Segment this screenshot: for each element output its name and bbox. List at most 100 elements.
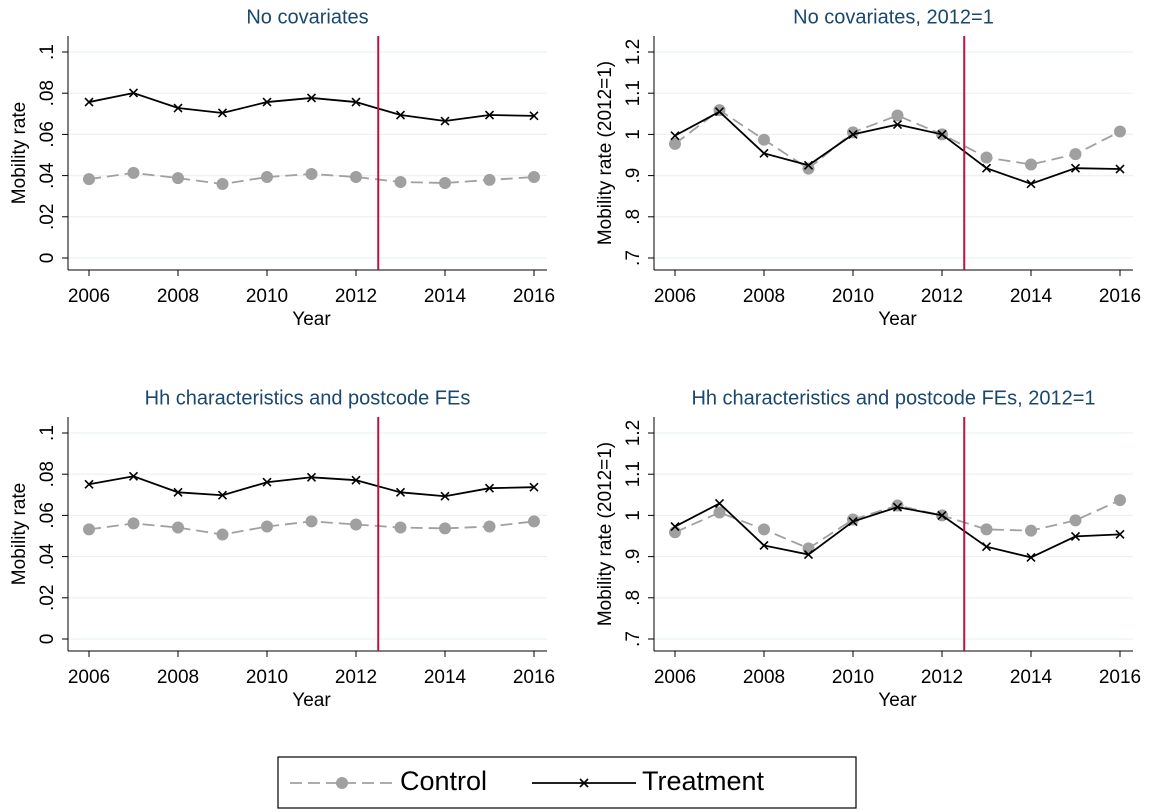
x-tick-label: 2010 [246, 667, 288, 688]
marker [758, 523, 770, 536]
marker [891, 499, 904, 512]
y-tick-label: 1 [623, 510, 644, 521]
x-tick-label: 2016 [513, 667, 555, 688]
x-tick-label: 2008 [743, 286, 785, 307]
marker [440, 491, 450, 501]
marker [669, 526, 681, 539]
marker [1115, 164, 1125, 174]
marker [802, 542, 815, 555]
x-tick-label: 2008 [157, 667, 199, 688]
y-tick-label: 1 [623, 129, 644, 140]
x-tick-label: 2014 [1010, 286, 1053, 307]
marker [394, 521, 407, 534]
marker [528, 515, 540, 528]
marker [483, 520, 496, 533]
marker [937, 129, 947, 139]
marker [1069, 514, 1082, 527]
marker [350, 518, 362, 531]
marker [484, 110, 495, 120]
x-tick-label: 2006 [68, 286, 110, 307]
x-tick-label: 2012 [921, 667, 963, 688]
marker [84, 97, 94, 107]
y-tick-label: .06 [37, 121, 58, 147]
marker [937, 510, 947, 520]
y-tick-label: .04 [37, 543, 58, 570]
x-axis-title: Year [878, 690, 917, 711]
x-tick-label: 2016 [1099, 286, 1141, 307]
marker [1115, 529, 1125, 539]
marker [440, 116, 450, 126]
marker [758, 133, 770, 146]
y-tick-label: 0 [37, 253, 58, 264]
x-tick-label: 2006 [654, 286, 696, 307]
y-tick-label: .08 [37, 80, 58, 106]
marker [848, 517, 858, 527]
panel-title: Hh characteristics and postcode FEs [145, 387, 471, 409]
x-tick-label: 2014 [1010, 667, 1053, 688]
marker [670, 521, 680, 532]
marker [714, 498, 725, 509]
panel-title: Hh characteristics and postcode FEs, 201… [691, 387, 1095, 409]
x-tick-label: 2012 [335, 667, 377, 688]
panel-title: No covariates [246, 6, 368, 28]
marker [1070, 163, 1081, 173]
marker [173, 487, 183, 497]
marker [669, 137, 681, 150]
marker [262, 477, 272, 487]
marker [351, 475, 361, 485]
marker [528, 171, 540, 184]
marker [759, 148, 769, 158]
marker [892, 119, 903, 130]
legend-label: Treatment [642, 766, 765, 796]
marker [83, 523, 95, 536]
marker [394, 175, 407, 188]
marker [395, 110, 406, 120]
y-tick-label: 0 [37, 634, 58, 645]
marker [172, 172, 184, 185]
marker [262, 97, 272, 107]
x-tick-label: 2012 [335, 286, 377, 307]
y-tick-label: .06 [37, 502, 58, 528]
y-tick-label: .7 [623, 631, 644, 647]
marker [802, 162, 815, 175]
marker [529, 482, 539, 492]
x-tick-label: 2010 [832, 667, 874, 688]
marker [350, 171, 362, 184]
marker [483, 173, 496, 186]
marker [759, 540, 769, 551]
series-line [674, 108, 1121, 170]
panel-title: No covariates, 2012=1 [793, 6, 994, 28]
marker [891, 109, 904, 122]
marker [892, 502, 903, 512]
x-axis-title: Year [292, 690, 331, 711]
marker [713, 506, 726, 519]
y-tick-label: .1 [37, 44, 58, 60]
x-tick-label: 2008 [743, 667, 785, 688]
marker [216, 528, 229, 541]
y-tick-label: 1.1 [623, 80, 644, 106]
marker [395, 487, 406, 497]
x-tick-label: 2008 [157, 286, 199, 307]
marker [172, 521, 184, 534]
marker [305, 167, 318, 180]
x-tick-label: 2012 [921, 286, 963, 307]
y-tick-label: 1.1 [623, 461, 644, 487]
marker [128, 471, 139, 481]
marker [981, 163, 992, 173]
y-tick-label: .7 [623, 250, 644, 266]
marker [803, 549, 814, 560]
marker [529, 111, 539, 121]
x-tick-label: 2010 [832, 286, 874, 307]
marker [670, 131, 680, 141]
marker [803, 160, 814, 170]
marker [847, 126, 859, 139]
y-tick-label: .02 [37, 585, 58, 611]
marker [127, 166, 140, 179]
y-tick-label: 1.2 [623, 420, 644, 446]
marker [1070, 531, 1081, 541]
marker [217, 108, 228, 118]
x-tick-label: 2014 [424, 667, 467, 688]
legend-marker [336, 777, 348, 789]
y-tick-label: .8 [623, 590, 644, 606]
marker [1026, 179, 1036, 189]
